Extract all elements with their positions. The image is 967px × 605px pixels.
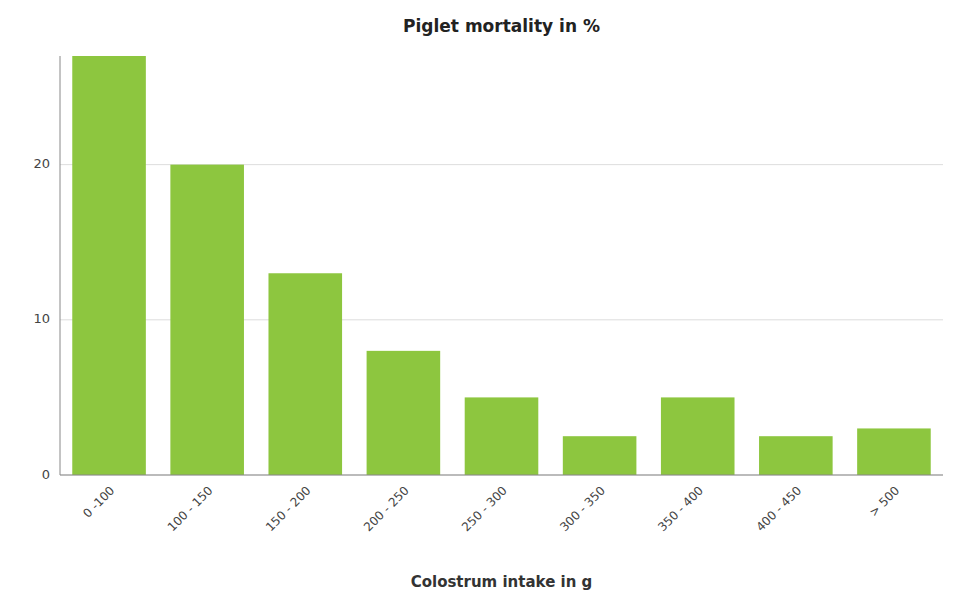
bar — [563, 436, 637, 475]
chart-title: Piglet mortality in % — [403, 16, 600, 36]
y-tick-label: 10 — [33, 311, 50, 326]
x-tick-label: 250 - 300 — [459, 483, 510, 534]
x-axis: 0 -100 100 - 150 150 - 200 200 - 250 250 - 3… — [60, 475, 943, 534]
grid-line — [60, 475, 943, 476]
x-tick-label: 0 -100 — [80, 483, 117, 520]
bars — [72, 56, 930, 475]
grid — [60, 165, 943, 475]
chart-svg: 0 10 20 0 -100 100 - 150 150 - 200 200 - 250 25… — [0, 0, 967, 605]
x-tick-label: 150 - 200 — [263, 483, 314, 534]
y-axis-line — [60, 56, 61, 475]
x-tick-label: 350 - 400 — [655, 483, 706, 534]
bar — [857, 428, 931, 475]
bar — [268, 273, 342, 475]
y-tick-label: 20 — [33, 156, 50, 171]
bar — [465, 397, 539, 475]
x-axis-line — [60, 475, 943, 476]
bar — [72, 56, 146, 475]
bar — [367, 351, 441, 475]
x-tick-label: 200 - 250 — [361, 483, 412, 534]
bar — [661, 397, 735, 475]
x-tick-label: 100 - 150 — [165, 483, 216, 534]
x-axis-label: Colostrum intake in g — [411, 573, 593, 591]
bar — [759, 436, 833, 475]
x-tick-label: 300 - 350 — [557, 483, 608, 534]
x-tick-label: 400 - 450 — [753, 483, 804, 534]
x-tick-label: > 500 — [866, 483, 902, 519]
y-tick-label: 0 — [42, 467, 50, 482]
chart-container: 0 10 20 0 -100 100 - 150 150 - 200 200 - 250 25… — [0, 0, 967, 605]
bar — [170, 165, 244, 475]
y-axis: 0 10 20 — [33, 56, 60, 482]
